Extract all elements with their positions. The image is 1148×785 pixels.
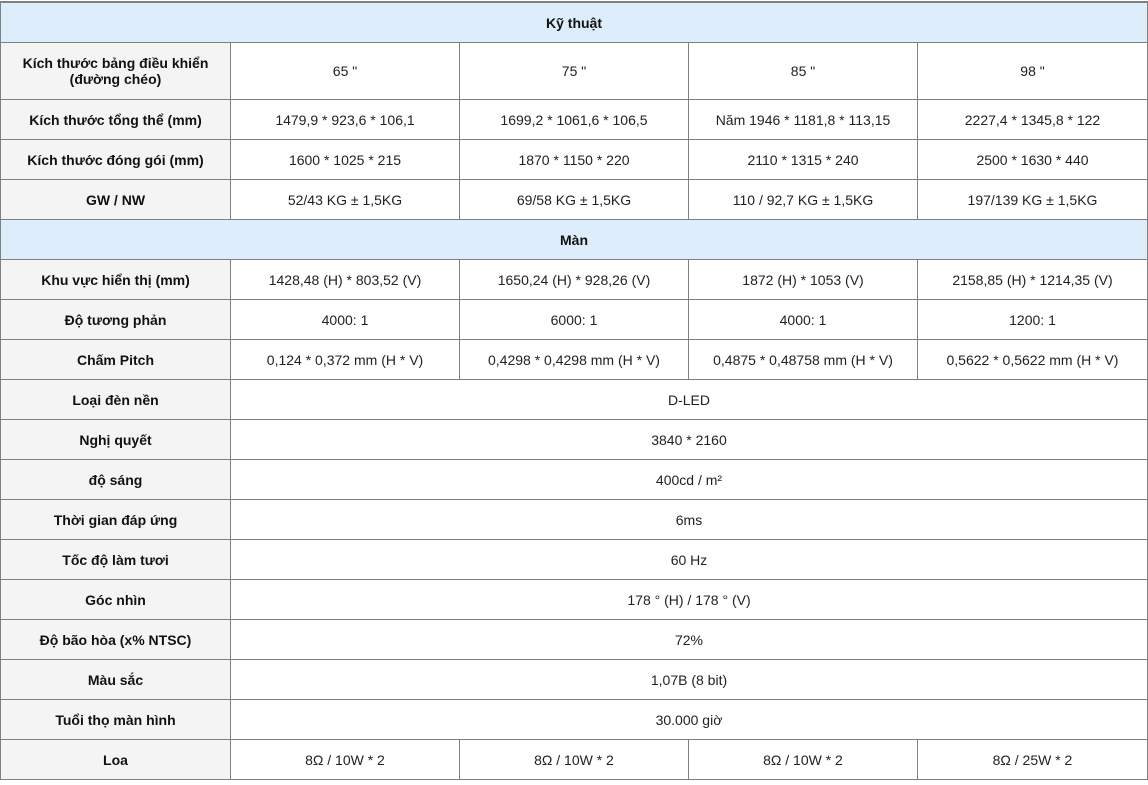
- value-cell: 8Ω / 25W * 2: [917, 739, 1148, 780]
- value-cell: 6ms: [230, 499, 1148, 540]
- row-label: Kích thước đóng gói (mm): [0, 139, 231, 180]
- value-cell: 60 Hz: [230, 539, 1148, 580]
- value-cell: 2500 * 1630 * 440: [917, 139, 1148, 180]
- row-label: Thời gian đáp ứng: [0, 499, 231, 540]
- table-row: Nghị quyết 3840 * 2160: [0, 419, 1148, 460]
- value-cell: 400cd / m²: [230, 459, 1148, 500]
- value-cell: 6000: 1: [459, 299, 689, 340]
- value-cell: 110 / 92,7 KG ± 1,5KG: [688, 179, 918, 220]
- row-label: Loa: [0, 739, 231, 780]
- table-row: độ sáng 400cd / m²: [0, 459, 1148, 500]
- value-cell: 1428,48 (H) * 803,52 (V): [230, 259, 460, 300]
- value-cell: 1870 * 1150 * 220: [459, 139, 689, 180]
- value-cell: 30.000 giờ: [230, 699, 1148, 740]
- value-cell: 72%: [230, 619, 1148, 660]
- row-label: Khu vực hiển thị (mm): [0, 259, 231, 300]
- row-label: Nghị quyết: [0, 419, 231, 460]
- table-row: Kích thước đóng gói (mm) 1600 * 1025 * 21…: [0, 139, 1148, 180]
- value-cell: 197/139 KG ± 1,5KG: [917, 179, 1148, 220]
- section-title: Kỹ thuật: [0, 2, 1148, 43]
- table-row: Tuổi thọ màn hình 30.000 giờ: [0, 699, 1148, 740]
- section-header: Màn: [0, 219, 1148, 260]
- value-cell: 0,4875 * 0,48758 mm (H * V): [688, 339, 918, 380]
- value-cell: 2158,85 (H) * 1214,35 (V): [917, 259, 1148, 300]
- value-cell: 4000: 1: [688, 299, 918, 340]
- value-cell: 1200: 1: [917, 299, 1148, 340]
- row-label: Độ tương phản: [0, 299, 231, 340]
- table-row: Tốc độ làm tươi 60 Hz: [0, 539, 1148, 580]
- value-cell: 1699,2 * 1061,6 * 106,5: [459, 99, 689, 140]
- value-cell: 85 ": [688, 42, 918, 100]
- table-row: Loại đèn nền D-LED: [0, 379, 1148, 420]
- table-row: Thời gian đáp ứng 6ms: [0, 499, 1148, 540]
- value-cell: 1600 * 1025 * 215: [230, 139, 460, 180]
- table-row: Chấm Pitch 0,124 * 0,372 mm (H * V) 0,4298…: [0, 339, 1148, 380]
- table-row: Độ bão hòa (x% NTSC) 72%: [0, 619, 1148, 660]
- row-label: Tốc độ làm tươi: [0, 539, 231, 580]
- value-cell: 8Ω / 10W * 2: [688, 739, 918, 780]
- value-cell: D-LED: [230, 379, 1148, 420]
- table-row: Kích thước tổng thể (mm) 1479,9 * 923,6 *…: [0, 99, 1148, 140]
- row-label: GW / NW: [0, 179, 231, 220]
- value-cell: 1872 (H) * 1053 (V): [688, 259, 918, 300]
- row-label: độ sáng: [0, 459, 231, 500]
- table-row: Độ tương phản 4000: 1 6000: 1 4000: 1 1200: …: [0, 299, 1148, 340]
- value-cell: 1,07B (8 bit): [230, 659, 1148, 700]
- value-cell: 0,4298 * 0,4298 mm (H * V): [459, 339, 689, 380]
- value-cell: 2110 * 1315 * 240: [688, 139, 918, 180]
- value-cell: 3840 * 2160: [230, 419, 1148, 460]
- previous-table-edge: [0, 0, 1148, 2]
- row-label: Kích thước tổng thể (mm): [0, 99, 231, 140]
- value-cell: 75 ": [459, 42, 689, 100]
- row-label: Kích thước bảng điều khiển (đường chéo): [0, 42, 231, 100]
- value-cell: 2227,4 * 1345,8 * 122: [917, 99, 1148, 140]
- value-cell: 69/58 KG ± 1,5KG: [459, 179, 689, 220]
- value-cell: 52/43 KG ± 1,5KG: [230, 179, 460, 220]
- value-cell: Năm 1946 * 1181,8 * 113,15: [688, 99, 918, 140]
- section-title: Màn: [0, 219, 1148, 260]
- value-cell: 0,5622 * 0,5622 mm (H * V): [917, 339, 1148, 380]
- value-cell: 4000: 1: [230, 299, 460, 340]
- value-cell: 8Ω / 10W * 2: [230, 739, 460, 780]
- row-label: Tuổi thọ màn hình: [0, 699, 231, 740]
- row-label: Loại đèn nền: [0, 379, 231, 420]
- table-row: Màu sắc 1,07B (8 bit): [0, 659, 1148, 700]
- row-label: Màu sắc: [0, 659, 231, 700]
- value-cell: 178 ° (H) / 178 ° (V): [230, 579, 1148, 620]
- value-cell: 8Ω / 10W * 2: [459, 739, 689, 780]
- table-row: Kích thước bảng điều khiển (đường chéo) 6…: [0, 42, 1148, 100]
- value-cell: 98 ": [917, 42, 1148, 100]
- value-cell: 1650,24 (H) * 928,26 (V): [459, 259, 689, 300]
- table-row: GW / NW 52/43 KG ± 1,5KG 69/58 KG ± 1,5KG 1…: [0, 179, 1148, 220]
- row-label: Chấm Pitch: [0, 339, 231, 380]
- table-row: Góc nhìn 178 ° (H) / 178 ° (V): [0, 579, 1148, 620]
- table-row: Khu vực hiển thị (mm) 1428,48 (H) * 803,5…: [0, 259, 1148, 300]
- row-label: Góc nhìn: [0, 579, 231, 620]
- value-cell: 0,124 * 0,372 mm (H * V): [230, 339, 460, 380]
- row-label: Độ bão hòa (x% NTSC): [0, 619, 231, 660]
- value-cell: 1479,9 * 923,6 * 106,1: [230, 99, 460, 140]
- value-cell: 65 ": [230, 42, 460, 100]
- section-header: Kỹ thuật: [0, 2, 1148, 43]
